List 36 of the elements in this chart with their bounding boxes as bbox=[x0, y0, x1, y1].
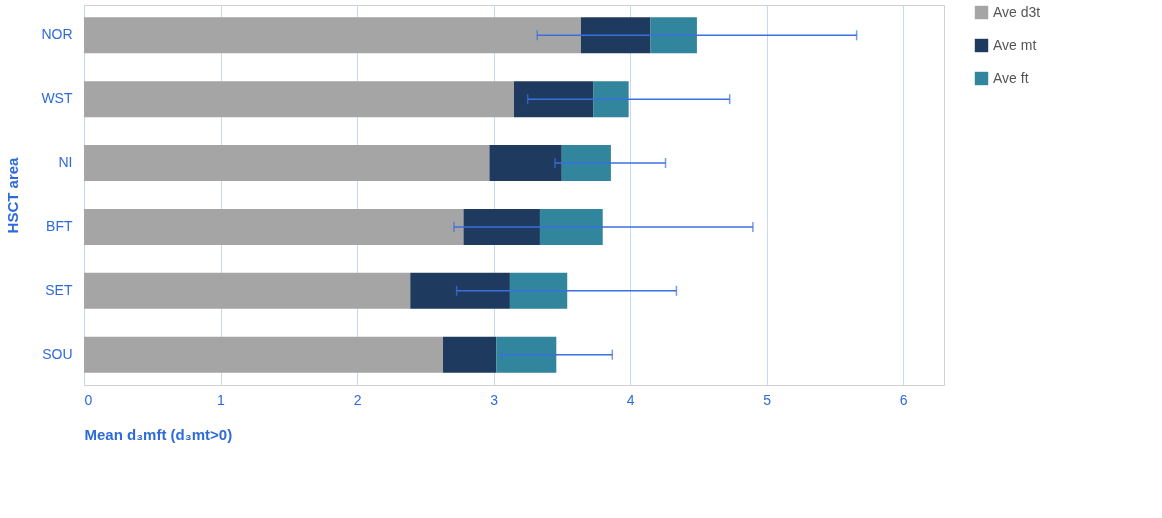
bar bbox=[489, 145, 562, 182]
x-tick-label: 2 bbox=[353, 391, 362, 408]
x-tick-label: 3 bbox=[490, 391, 499, 408]
y-tick-label: SET bbox=[45, 281, 73, 298]
bar bbox=[514, 81, 594, 118]
x-tick-label: 5 bbox=[763, 391, 772, 408]
bar bbox=[539, 208, 603, 245]
bar bbox=[84, 272, 411, 309]
y-tick-label: NOR bbox=[41, 26, 73, 43]
bar bbox=[509, 272, 568, 309]
bar bbox=[593, 81, 629, 118]
x-tick-label: 4 bbox=[626, 391, 635, 408]
bar bbox=[410, 272, 510, 309]
x-tick-label: 6 bbox=[899, 391, 908, 408]
legend-label: Ave mt bbox=[993, 36, 1037, 53]
bar bbox=[84, 17, 581, 54]
bar bbox=[650, 17, 697, 54]
bar bbox=[84, 208, 464, 245]
legend-label: Ave d3t bbox=[993, 3, 1041, 20]
x-tick-label: 1 bbox=[217, 391, 226, 408]
y-axis-title: HSCT area bbox=[4, 156, 22, 234]
bar bbox=[561, 145, 611, 182]
x-axis-title: Mean d₃mft (d₃mt>0) bbox=[84, 425, 233, 443]
bar bbox=[443, 336, 497, 373]
y-tick-label: WST bbox=[41, 90, 73, 107]
bar bbox=[463, 208, 540, 245]
bar bbox=[496, 336, 557, 373]
bar bbox=[84, 336, 444, 373]
y-tick-label: NI bbox=[58, 154, 73, 171]
y-tick-label: SOU bbox=[42, 345, 73, 362]
bar bbox=[580, 17, 651, 54]
legend-label: Ave ft bbox=[993, 69, 1029, 86]
y-tick-label: BFT bbox=[46, 217, 73, 234]
bar bbox=[84, 81, 514, 118]
x-tick-label: 0 bbox=[84, 391, 93, 408]
bar bbox=[84, 145, 490, 182]
